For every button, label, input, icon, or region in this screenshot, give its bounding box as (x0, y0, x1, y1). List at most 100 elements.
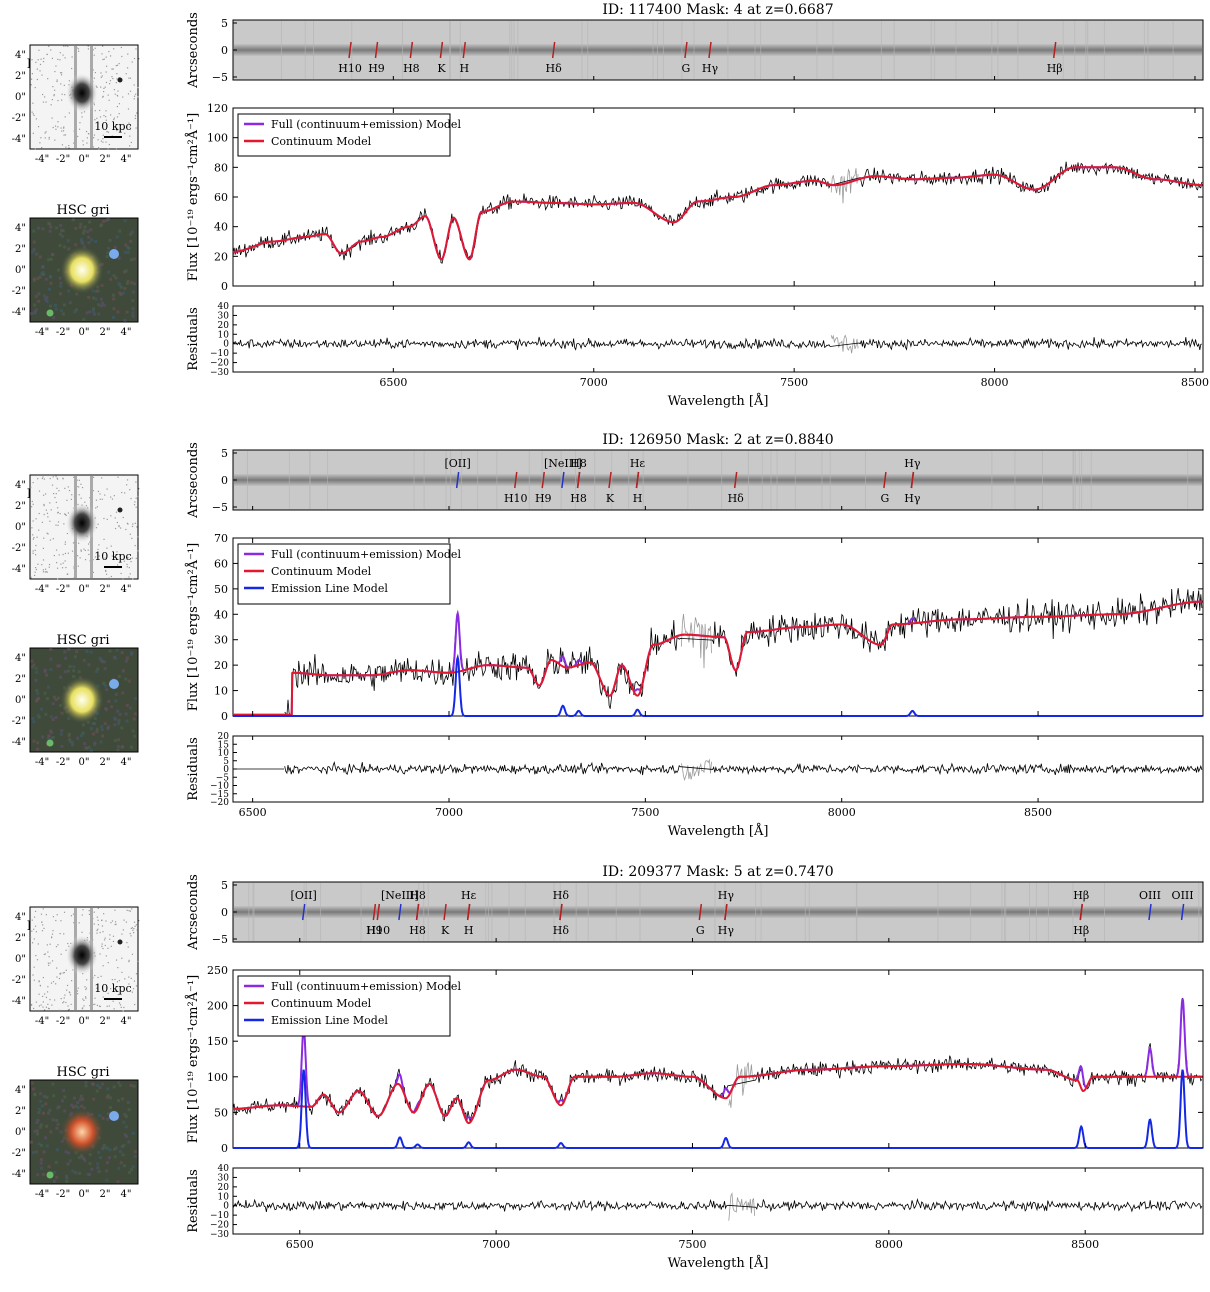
flux-ytick: 120 (207, 102, 228, 115)
flux-ylabel: Flux [10⁻¹⁹ ergs⁻¹cm²Å⁻¹] (185, 113, 201, 281)
spec2d-ytick: −5 (212, 933, 228, 946)
legend-label: Emission Line Model (271, 582, 388, 595)
spectral-line-marker (415, 903, 420, 921)
flux-ylabel: Flux [10⁻¹⁹ ergs⁻¹cm²Å⁻¹] (185, 543, 201, 711)
spectral-line-label: [NeIII] (544, 457, 582, 470)
thumb-xtick: 4" (121, 327, 132, 338)
xtick-label: 8500 (1071, 1238, 1099, 1251)
continuum-model-line (233, 1063, 1203, 1125)
hsc-image-title: HSC gri (56, 1065, 110, 1080)
spectral-line-marker (462, 41, 467, 59)
masked-data (830, 168, 859, 204)
thumb-xtick: 0" (79, 154, 90, 165)
spectral-line-label: H9 (368, 62, 385, 75)
thumb-ytick: -4" (12, 307, 26, 318)
spectral-line-marker (733, 471, 738, 489)
spectral-line-marker (1052, 41, 1057, 59)
spectral-line-marker (910, 471, 915, 489)
spectral-line-marker (348, 41, 352, 59)
continuum-model-line (233, 166, 1203, 261)
panel-title: ID: 209377 Mask: 5 at z=0.7470 (602, 864, 834, 880)
legend-label: Emission Line Model (271, 1014, 388, 1027)
spectral-line-label: K (606, 492, 615, 505)
spectral-line-label: Hδ (546, 62, 563, 75)
masked-data (681, 613, 712, 669)
thumb-ytick: -2" (12, 975, 26, 986)
spectral-line-label: H8 (570, 457, 587, 470)
spectral-line-marker (724, 903, 728, 921)
spectral-line-label: [OII] (444, 457, 470, 470)
spectral-line-marker (541, 471, 545, 489)
resid-ytick: −15 (210, 790, 229, 800)
spectral-line-marker (1180, 903, 1185, 921)
thumb-ytick: 2" (15, 501, 26, 512)
spectral-line-marker (576, 471, 581, 489)
thumb-ytick: -4" (12, 737, 26, 748)
thumb-xtick: 0" (79, 1189, 90, 1200)
flux-ytick: 0 (221, 710, 228, 723)
thumb-ytick: 0" (15, 92, 26, 103)
hst-thumbnail: 10 kpc -4" -2" 0" 2" 4" 4" 2" 0" -2" -4" (12, 906, 139, 1027)
hsc-thumbnail: -4" -2" 0" 2" 4" 4" 2" 0" -2" -4" (12, 1079, 139, 1200)
thumb-xtick: 2" (100, 154, 111, 165)
legend-label: Continuum Model (271, 997, 372, 1010)
spec2d-ytick: 0 (221, 44, 228, 57)
galaxy-core (66, 73, 98, 113)
thumb-ytick: 4" (15, 912, 26, 923)
flux-plot: Flux [10⁻¹⁹ ergs⁻¹cm²Å⁻¹] 0 20 40 60 80 100 120… (185, 102, 1204, 293)
panel-title: ID: 117400 Mask: 4 at z=0.6687 (602, 2, 834, 18)
thumb-ytick: 2" (15, 1106, 26, 1117)
spectral-line-label: [NeIII] (381, 889, 419, 902)
xtick-label: 8500 (1181, 376, 1209, 389)
thumb-xtick: 4" (121, 757, 132, 768)
spectrum-2d: Arcseconds 5 0 −5 H10 H9 H8 K H Hδ G Hγ Hβ (186, 12, 1204, 89)
thumb-ytick: 2" (15, 244, 26, 255)
hst-thumbnail: 10 kpc -4" -2" 0" 2" 4" 4" 2" 0" -2" -4" (12, 474, 139, 595)
spectral-line-label: H (464, 924, 474, 937)
scale-bar-label: 10 kpc (94, 550, 131, 563)
spectral-line-label: H (459, 62, 469, 75)
resid-ytick: 20 (218, 1183, 230, 1193)
observed-spectrum (232, 161, 1203, 264)
residual-line (232, 1197, 1203, 1213)
thumb-xtick: 0" (79, 1016, 90, 1027)
resid-ytick: 0 (223, 765, 229, 775)
resid-ytick: −30 (210, 1230, 229, 1240)
spectral-line-label: H8 (409, 924, 426, 937)
thumb-ytick: 2" (15, 933, 26, 944)
emission-model-line (233, 653, 1203, 717)
spectrum-panel-2: ID: 126950 Mask: 2 at z=0.8840HST ACS F8… (0, 430, 1210, 860)
thumb-ytick: 4" (15, 1085, 26, 1096)
xtick-label: 8500 (1024, 806, 1052, 819)
residual-line (232, 336, 1203, 351)
thumb-ytick: 0" (15, 1127, 26, 1138)
legend: Full (continuum+emission) Model Continuum… (237, 975, 461, 1037)
flux-ytick: 70 (214, 532, 228, 545)
spectrum-panel-1: ID: 117400 Mask: 4 at z=0.6687HST ACS F8… (0, 0, 1210, 430)
thumb-xtick: -4" (35, 1189, 49, 1200)
spec2d-ytick: −5 (212, 501, 228, 514)
thumb-ytick: 0" (15, 265, 26, 276)
legend: Full (continuum+emission) Model Continuum… (237, 113, 461, 157)
thumb-ytick: 2" (15, 674, 26, 685)
scale-bar-label: 10 kpc (94, 982, 131, 995)
thumb-ytick: 4" (15, 480, 26, 491)
spectral-line-marker (559, 903, 563, 921)
spectral-line-label: Hδ (553, 889, 570, 902)
thumb-ytick: 4" (15, 50, 26, 61)
flux-ytick: 0 (221, 1142, 228, 1155)
thumb-xtick: 4" (121, 1189, 132, 1200)
observed-spectrum (232, 997, 1203, 1122)
thumb-xtick: -4" (35, 584, 49, 595)
hst-thumbnail: 10 kpc -4" -2" 0" 2" 4" 4" 2" 0" -2" -4" (12, 44, 139, 165)
spectral-line-marker (409, 41, 414, 59)
spectral-line-label: Hγ (702, 62, 719, 75)
resid-ytick: 10 (218, 330, 230, 340)
thumb-ytick: -4" (12, 564, 26, 575)
flux-ytick: 100 (207, 1071, 228, 1084)
spec2d-ytick: 0 (221, 906, 228, 919)
thumb-xtick: 0" (79, 757, 90, 768)
xtick-label: 8000 (981, 376, 1009, 389)
resid-ytick: 5 (223, 757, 229, 767)
spectral-line-label: H8 (403, 62, 420, 75)
